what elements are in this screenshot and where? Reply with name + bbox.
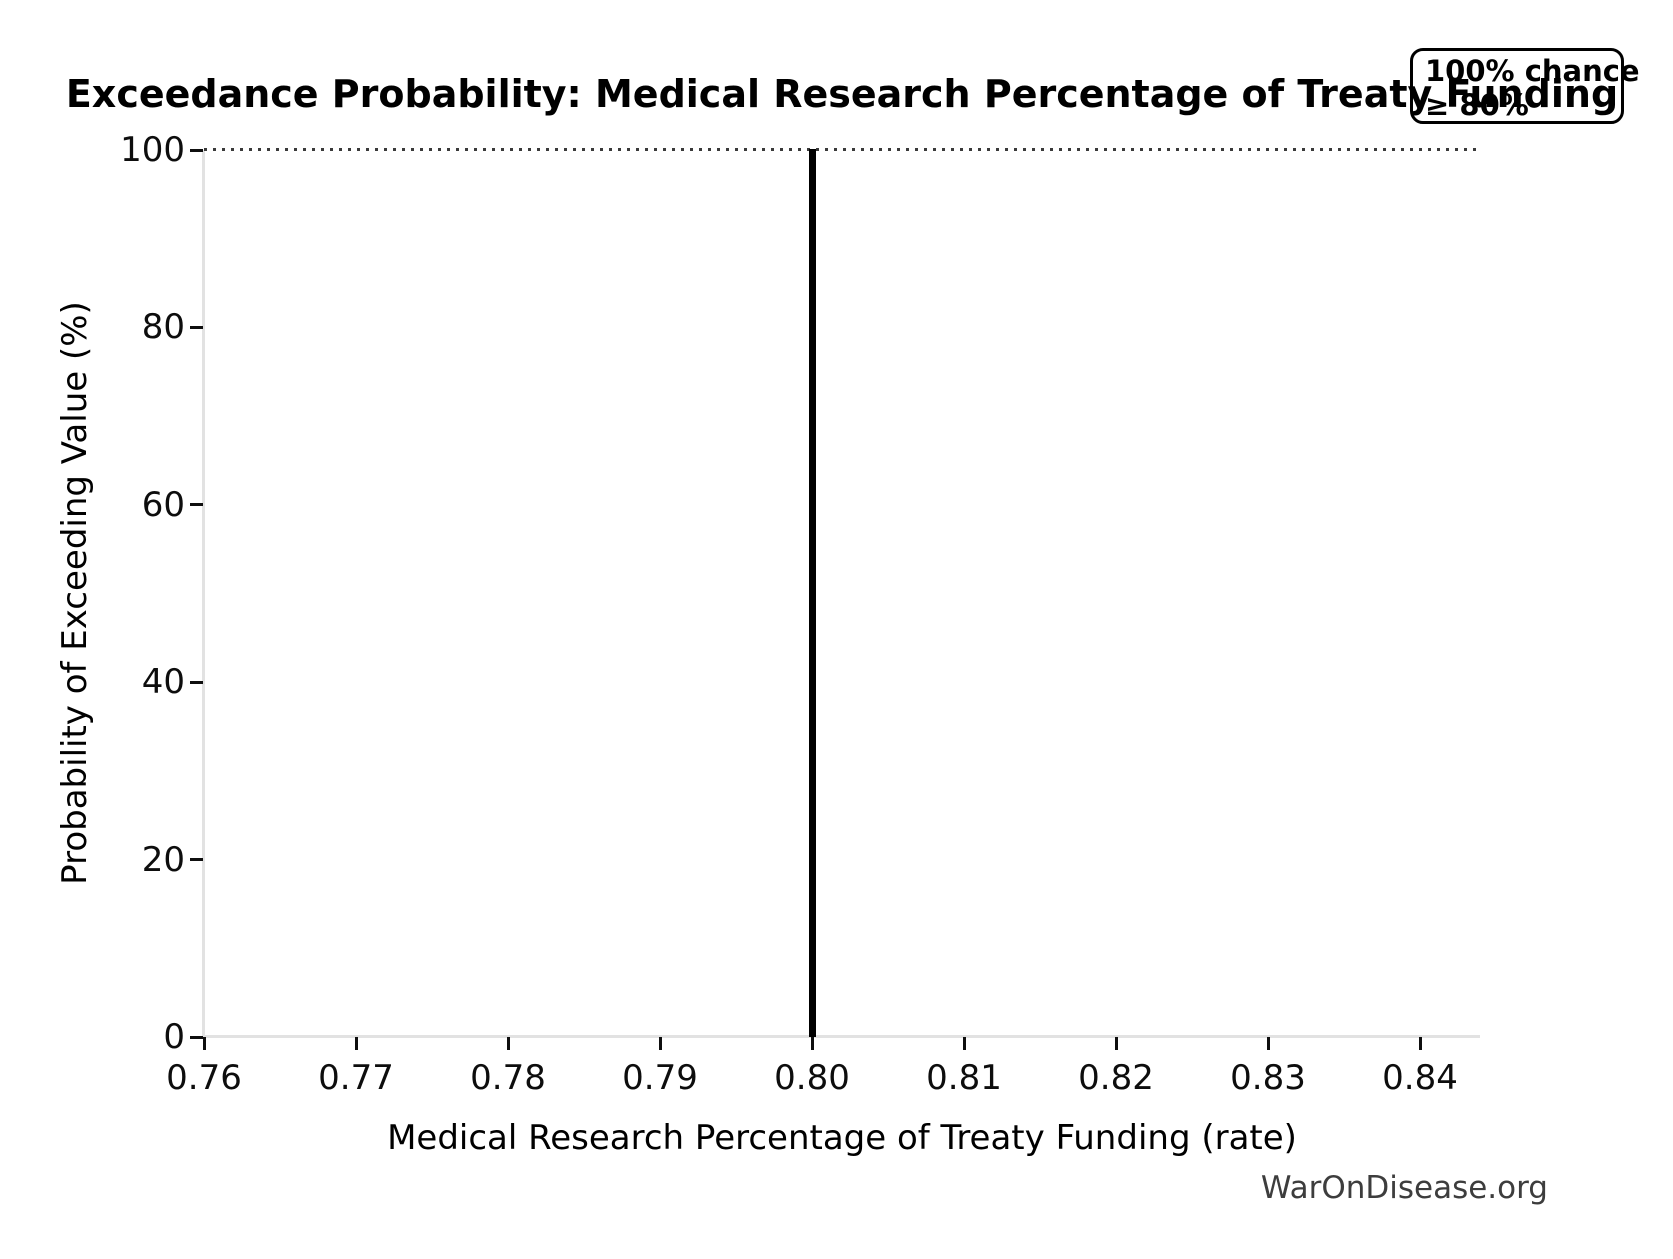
x-tick-label: 0.79 (622, 1058, 698, 1098)
x-tick-label: 0.81 (926, 1058, 1002, 1098)
chart-title: Exceedance Probability: Medical Research… (65, 72, 1619, 116)
x-tick-label: 0.82 (1078, 1058, 1154, 1098)
y-tick-label: 60 (141, 484, 185, 525)
x-tick-label: 0.78 (470, 1058, 546, 1098)
x-tick-label: 0.80 (774, 1058, 850, 1098)
y-tick-mark (190, 858, 203, 862)
y-tick-label: 20 (141, 839, 185, 880)
x-tick-mark (810, 1037, 814, 1050)
y-tick-label: 0 (163, 1017, 185, 1057)
y-tick-mark (190, 325, 203, 329)
y-axis-spine (202, 150, 205, 1037)
y-axis-label: Probability of Exceeding Value (%) (55, 301, 95, 885)
x-tick-mark (962, 1037, 966, 1050)
annotation-box: 100% chance ≥ 80% (1410, 48, 1640, 124)
y-tick-mark (190, 680, 203, 684)
x-tick-mark (1418, 1037, 1422, 1050)
y-tick-mark (190, 1035, 203, 1039)
annotation-line-2: ≥ 80% (1425, 88, 1529, 122)
y-tick-label: 40 (141, 662, 185, 703)
exceedance-step-line (809, 149, 816, 1037)
x-tick-label: 0.77 (318, 1058, 394, 1098)
reference-line-100pct (204, 148, 1480, 151)
y-tick-mark (190, 503, 203, 507)
x-tick-mark (202, 1037, 206, 1050)
watermark-text: WarOnDisease.org (1260, 1170, 1548, 1206)
plot-area (204, 150, 1480, 1037)
x-tick-mark (1114, 1037, 1118, 1050)
x-tick-label: 0.76 (166, 1058, 242, 1098)
annotation-line-1: 100% chance (1425, 54, 1640, 88)
x-tick-mark (658, 1037, 662, 1050)
x-tick-mark (354, 1037, 358, 1050)
x-axis-spine (202, 1035, 1480, 1038)
y-tick-mark (190, 148, 203, 152)
y-tick-label: 80 (141, 307, 185, 348)
x-tick-label: 0.84 (1382, 1058, 1458, 1098)
x-tick-label: 0.83 (1230, 1058, 1306, 1098)
x-tick-mark (506, 1037, 510, 1050)
x-axis-label: Medical Research Percentage of Treaty Fu… (387, 1118, 1297, 1158)
y-tick-label: 100 (120, 130, 185, 170)
x-tick-mark (1266, 1037, 1270, 1050)
